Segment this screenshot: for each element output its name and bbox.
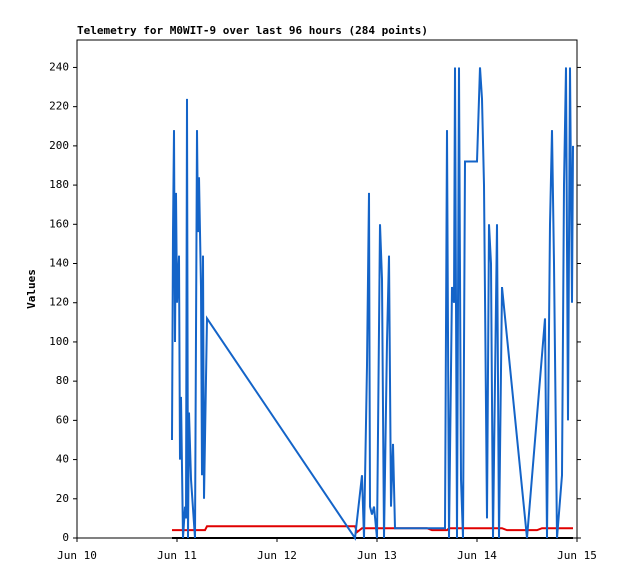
y-tick-label: 20 [56, 492, 69, 505]
y-tick-label: 120 [49, 296, 69, 309]
y-tick-label: 140 [49, 257, 69, 270]
y-tick-label: 240 [49, 60, 69, 73]
x-tick-label: Jun 14 [457, 549, 497, 562]
x-tick-label: Jun 10 [57, 549, 97, 562]
x-tick-label: Jun 12 [257, 549, 297, 562]
y-tick-label: 160 [49, 217, 69, 230]
series-line [171, 67, 574, 541]
x-tick-label: Jun 15 [557, 549, 597, 562]
y-tick-label: 80 [56, 374, 69, 387]
y-tick-label: 60 [56, 413, 69, 426]
y-tick-label: 180 [49, 178, 69, 191]
y-tick-label: 0 [62, 531, 69, 544]
y-tick-label: 220 [49, 100, 69, 113]
y-tick-label: 200 [49, 139, 69, 152]
x-tick-label: Jun 11 [157, 549, 197, 562]
y-tick-label: 100 [49, 335, 69, 348]
chart-title: Telemetry for M0WIT-9 over last 96 hours… [77, 24, 428, 37]
y-axis-label: Values [25, 269, 38, 309]
x-tick-label: Jun 13 [357, 549, 397, 562]
y-tick-label: 40 [56, 453, 69, 466]
